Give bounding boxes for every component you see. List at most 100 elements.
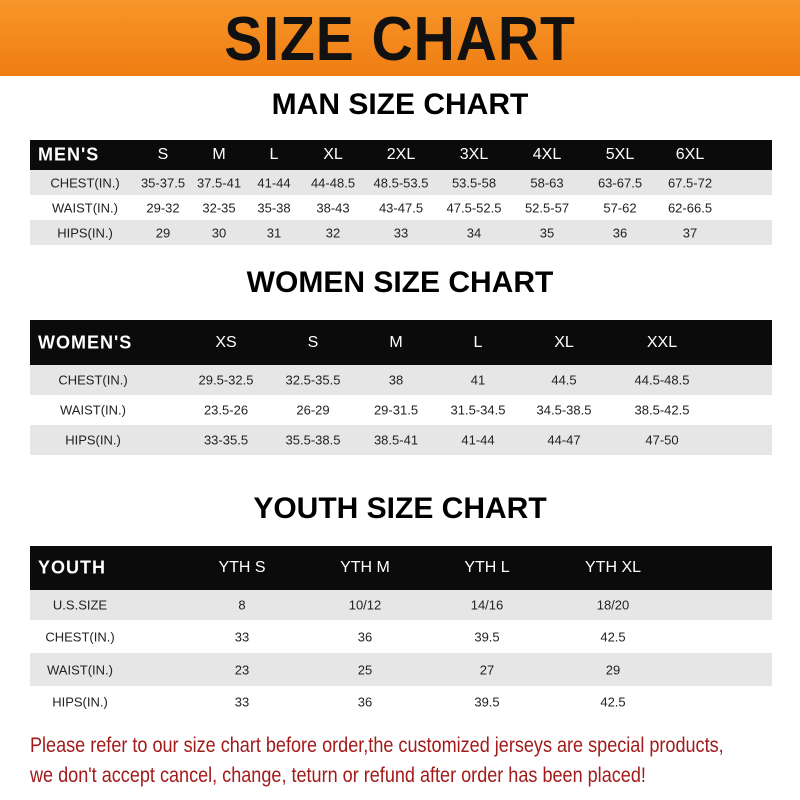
table-cell: 14/16 [470,597,504,613]
table-cell: 29 [605,662,621,677]
row-label: CHEST(IN.) [45,629,115,644]
table-row: HIPS(IN.) 33-35.5 35.5-38.5 38.5-41 41-44 44-… [30,425,772,455]
size-header-cell: M [212,146,226,163]
table-cell: 44-47 [547,432,581,448]
table-cell: 44-48.5 [310,175,356,190]
table-cell: 8 [238,597,246,613]
table-cell: 38.5-41 [373,432,419,448]
table-cell: 47-50 [645,432,679,448]
table-cell: 62-66.5 [667,200,713,215]
table-cell: 36 [357,629,373,644]
row-label: U.S.SIZE [52,597,108,613]
table-header-row: MEN'S S M L XL 2XL 3XL 4XL 5XL 6XL [30,140,772,170]
row-label: WAIST(IN.) [60,402,126,418]
table-cell: 29 [155,225,171,240]
size-header-cell: YTH L [464,559,510,576]
table-row: CHEST(IN.) 33 36 39.5 42.5 [30,620,772,653]
table-cell: 32-35 [202,200,236,215]
size-header-cell: XL [554,333,574,351]
table-cell: 33 [234,694,250,710]
table-row: CHEST(IN.) 35-37.5 37.5-41 41-44 44-48.5 48.5… [30,170,772,195]
men-section-title: MAN SIZE CHART [271,88,529,121]
table-cell: 23 [234,662,250,677]
table-cell: 35.5-38.5 [285,432,341,448]
table-cell: 57-62 [603,200,637,215]
table-cell: 63-67.5 [597,175,643,190]
women-section-title: WOMEN SIZE CHART [246,266,554,299]
size-header-cell: XS [215,333,237,351]
row-label: CHEST(IN.) [50,175,120,190]
table-cell: 52.5-57 [524,200,570,215]
note-line-2: we don't accept cancel, change, teturn o… [30,764,646,787]
table-cell: 23.5-26 [203,402,249,418]
size-header-cell: 2XL [386,146,416,163]
table-cell: 30 [211,225,227,240]
size-header-cell: S [307,333,319,351]
row-label: HIPS(IN.) [57,225,113,240]
table-cell: 35-38 [257,200,291,215]
table-cell: 29.5-32.5 [198,372,254,388]
banner: SIZE CHART [0,0,800,76]
table-cell: 43-47.5 [378,200,424,215]
size-header-cell: XL [323,146,343,163]
table-cell: 47.5-52.5 [446,200,502,215]
table-cell: 42.5 [600,694,626,710]
table-cell: 38 [388,372,404,388]
table-row: WAIST(IN.) 23.5-26 26-29 29-31.5 31.5-34.5 34… [30,395,772,425]
table-cell: 31 [266,225,282,240]
table-cell: 39.5 [474,694,500,710]
size-header-cell: XXL [646,333,678,351]
table-row: U.S.SIZE 8 10/12 14/16 18/20 [30,590,772,620]
page-title: SIZE CHART [224,5,576,74]
row-label: WAIST(IN.) [52,200,118,215]
size-header-cell: M [389,333,403,351]
table-cell: 25 [357,662,373,677]
table-cell: 44.5-48.5 [634,372,690,388]
table-cell: 31.5-34.5 [450,402,506,418]
table-cell: 41-44 [257,175,291,190]
table-cell: 27 [479,662,495,677]
size-header-cell: YTH M [340,559,390,576]
row-label: HIPS(IN.) [52,694,108,710]
table-header-row: YOUTH YTH S YTH M YTH L YTH XL [30,546,772,590]
table-cell: 39.5 [474,629,500,644]
size-header-cell: 4XL [532,146,562,163]
table-cell: 32 [325,225,341,240]
table-cell: 33-35.5 [203,432,249,448]
table-cell: 34.5-38.5 [536,402,592,418]
table-cell: 58-63 [530,175,564,190]
table-cell: 18/20 [596,597,630,613]
table-cell: 29-32 [146,200,180,215]
table-cell: 67.5-72 [667,175,713,190]
size-header-cell: 3XL [459,146,489,163]
size-header-cell: 6XL [675,146,705,163]
table-title-cell: MEN'S [38,144,100,165]
table-row: HIPS(IN.) 33 36 39.5 42.5 [30,686,772,718]
table-cell: 36 [612,225,628,240]
table-cell: 44.5 [551,372,577,388]
table-row: HIPS(IN.) 29 30 31 32 33 34 35 36 37 [30,220,772,245]
size-header-cell: L [473,333,483,351]
table-row: WAIST(IN.) 29-32 32-35 35-38 38-43 43-47.5 47.… [30,195,772,220]
table-cell: 29-31.5 [373,402,419,418]
table-cell: 35 [539,225,555,240]
table-cell: 41-44 [461,432,495,448]
table-header-row: WOMEN'S XS S M L XL XXL [30,320,772,365]
table-row: CHEST(IN.) 29.5-32.5 32.5-35.5 38 41 44.5 44.5… [30,365,772,395]
note-line-1: Please refer to our size chart before or… [30,734,724,757]
row-label: CHEST(IN.) [58,372,128,388]
table-cell: 33 [234,629,250,644]
table-title-cell: WOMEN'S [38,332,133,352]
table-cell: 32.5-35.5 [285,372,341,388]
table-cell: 34 [466,225,482,240]
size-header-cell: YTH S [218,559,266,576]
table-cell: 33 [393,225,409,240]
size-header-cell: L [269,146,279,163]
table-cell: 48.5-53.5 [373,175,429,190]
youth-section-title: YOUTH SIZE CHART [253,492,547,525]
table-cell: 53.5-58 [451,175,497,190]
table-cell: 26-29 [296,402,330,418]
table-cell: 37 [682,225,698,240]
size-header-cell: S [157,146,169,163]
table-cell: 37.5-41 [196,175,242,190]
